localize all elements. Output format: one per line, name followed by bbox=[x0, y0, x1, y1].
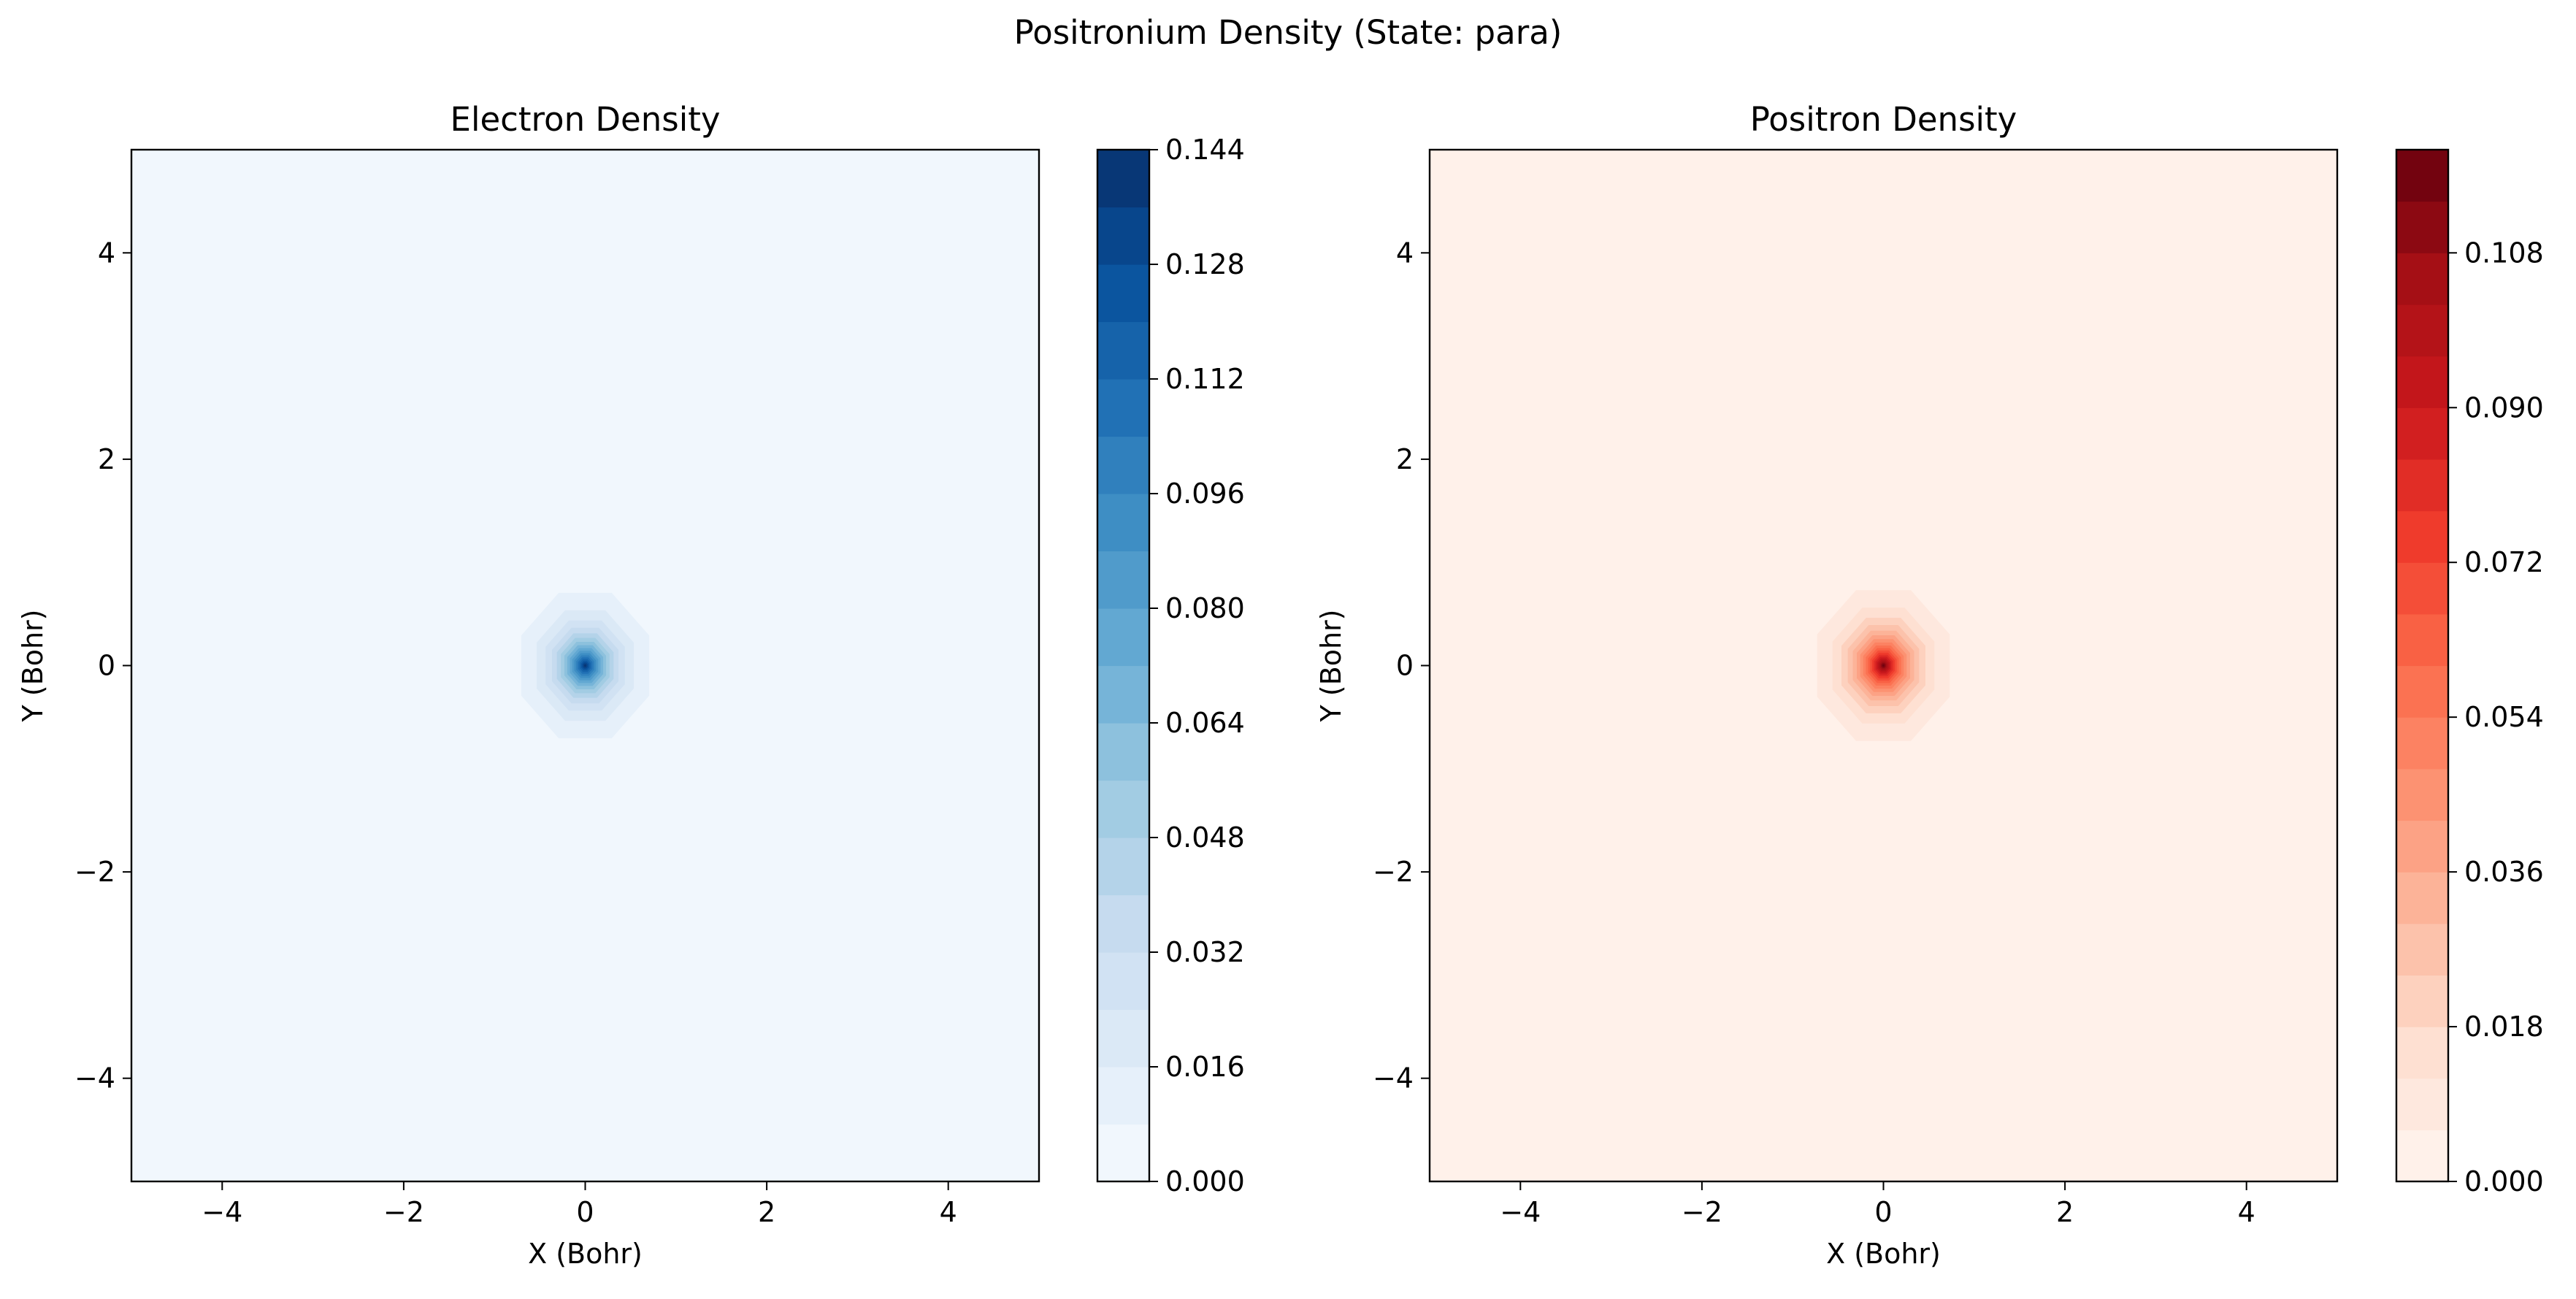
colorbar-band bbox=[1097, 780, 1149, 838]
colorbar-tick-label: 0.090 bbox=[2464, 391, 2544, 424]
colorbar-band bbox=[1097, 1124, 1149, 1182]
colorbar-band bbox=[2396, 407, 2448, 460]
colorbar-tick-label: 0.112 bbox=[1165, 363, 1245, 395]
colorbar-band bbox=[2396, 253, 2448, 305]
colorbar-tick-label: 0.018 bbox=[2464, 1011, 2544, 1043]
density-contour-level-19 bbox=[1882, 664, 1885, 667]
colorbar-band bbox=[2396, 820, 2448, 873]
colorbar-band bbox=[1097, 952, 1149, 1011]
colorbar-band bbox=[1097, 436, 1149, 494]
colorbar: 0.000 0.018 0.036 0.054 0.072 0.090 0.108 bbox=[2395, 148, 2544, 1198]
colorbar-tick-label: 0.054 bbox=[2464, 701, 2544, 733]
x-tick-label: 2 bbox=[758, 1196, 775, 1228]
x-tick-label: 4 bbox=[940, 1196, 957, 1228]
colorbar-band bbox=[2396, 459, 2448, 512]
colorbar-band bbox=[1097, 551, 1149, 609]
y-axis-label: Y (Bohr) bbox=[17, 610, 49, 723]
colorbar-band bbox=[2396, 150, 2448, 202]
subplot-title: Positron Density bbox=[1750, 100, 2017, 139]
colorbar-band bbox=[2396, 562, 2448, 615]
x-tick-label: 4 bbox=[2238, 1196, 2255, 1228]
colorbar-frame bbox=[1096, 148, 1151, 1183]
colorbar-tick-label: 0.072 bbox=[2464, 546, 2544, 578]
colorbar-tick-label: 0.096 bbox=[1165, 478, 1245, 510]
colorbar-band bbox=[1097, 608, 1149, 667]
colorbar-tick-label: 0.036 bbox=[2464, 856, 2544, 888]
colorbar-band bbox=[2396, 304, 2448, 357]
subplot-2: Positron Density −4 −2 0 2 4 −4 −2 0 2 4 X (Bohr) Y … bbox=[1315, 100, 2544, 1270]
x-tick-label: −2 bbox=[1682, 1196, 1722, 1228]
colorbar-tick-label: 0.108 bbox=[2464, 237, 2544, 269]
y-tick-label: −2 bbox=[1373, 856, 1414, 888]
colorbar-band bbox=[1097, 1067, 1149, 1125]
subplot-1: Electron Density −4 −2 0 2 4 −4 −2 0 2 4 X (Bohr) Y … bbox=[17, 100, 1245, 1270]
colorbar-band bbox=[1097, 207, 1149, 265]
y-tick-label: 0 bbox=[98, 650, 115, 682]
colorbar-band bbox=[2396, 510, 2448, 563]
x-tick-label: 0 bbox=[576, 1196, 594, 1228]
colorbar-frame bbox=[2395, 148, 2450, 1183]
colorbar-band bbox=[1097, 1009, 1149, 1068]
colorbar-band bbox=[1097, 665, 1149, 724]
x-axis-label: X (Bohr) bbox=[528, 1238, 643, 1270]
colorbar-band bbox=[1097, 379, 1149, 437]
colorbar-band bbox=[2396, 717, 2448, 770]
colorbar-band bbox=[1097, 494, 1149, 552]
colorbar-tick-label: 0.064 bbox=[1165, 707, 1245, 739]
colorbar-tick-label: 0.016 bbox=[1165, 1051, 1245, 1083]
colorbar-band bbox=[1097, 723, 1149, 781]
x-tick-label: −2 bbox=[383, 1196, 424, 1228]
y-tick-label: −2 bbox=[74, 856, 115, 888]
figure-suptitle: Positronium Density (State: para) bbox=[1013, 13, 1563, 52]
colorbar-band bbox=[1097, 894, 1149, 953]
colorbar: 0.000 0.016 0.032 0.048 0.064 0.080 0.096 0.112… bbox=[1096, 134, 1245, 1198]
colorbar-band bbox=[2396, 613, 2448, 667]
y-axis-label: Y (Bohr) bbox=[1315, 610, 1347, 723]
colorbar-tick-label: 0.032 bbox=[1165, 936, 1245, 968]
colorbar-band bbox=[1097, 264, 1149, 323]
colorbar-band bbox=[2396, 1130, 2448, 1182]
y-tick-label: −4 bbox=[74, 1062, 115, 1095]
colorbar-tick-label: 0.000 bbox=[2464, 1165, 2544, 1198]
colorbar-tick-label: 0.128 bbox=[1165, 248, 1245, 280]
colorbar-tick-label: 0.048 bbox=[1165, 821, 1245, 854]
colorbar-band bbox=[1097, 150, 1149, 208]
subplot-title: Electron Density bbox=[451, 100, 721, 139]
colorbar-band bbox=[2396, 665, 2448, 718]
y-tick-label: 4 bbox=[98, 237, 115, 269]
colorbar-tick-label: 0.080 bbox=[1165, 592, 1245, 624]
y-tick-label: −4 bbox=[1373, 1062, 1414, 1095]
colorbar-band bbox=[1097, 321, 1149, 380]
y-tick-label: 0 bbox=[1396, 650, 1414, 682]
colorbar-band bbox=[2396, 768, 2448, 821]
colorbar-band bbox=[2396, 975, 2448, 1027]
x-tick-label: −4 bbox=[1500, 1196, 1541, 1228]
colorbar-band bbox=[2396, 1078, 2448, 1130]
x-tick-label: 2 bbox=[2056, 1196, 2074, 1228]
density-field bbox=[521, 592, 650, 739]
colorbar-band bbox=[2396, 201, 2448, 253]
x-tick-label: −4 bbox=[202, 1196, 242, 1228]
colorbar-band bbox=[2396, 356, 2448, 408]
y-tick-label: 2 bbox=[98, 443, 115, 475]
colorbar-band bbox=[1097, 838, 1149, 896]
x-tick-label: 0 bbox=[1874, 1196, 1892, 1228]
colorbar-band bbox=[2396, 923, 2448, 976]
x-axis-label: X (Bohr) bbox=[1826, 1238, 1941, 1270]
density-field bbox=[1817, 590, 1950, 741]
y-tick-label: 4 bbox=[1396, 237, 1414, 269]
y-tick-label: 2 bbox=[1396, 443, 1414, 475]
colorbar-band bbox=[2396, 872, 2448, 924]
colorbar-tick-label: 0.144 bbox=[1165, 134, 1245, 166]
colorbar-tick-label: 0.000 bbox=[1165, 1165, 1245, 1198]
density-contour-level-17 bbox=[583, 664, 587, 667]
colorbar-band bbox=[2396, 1027, 2448, 1079]
